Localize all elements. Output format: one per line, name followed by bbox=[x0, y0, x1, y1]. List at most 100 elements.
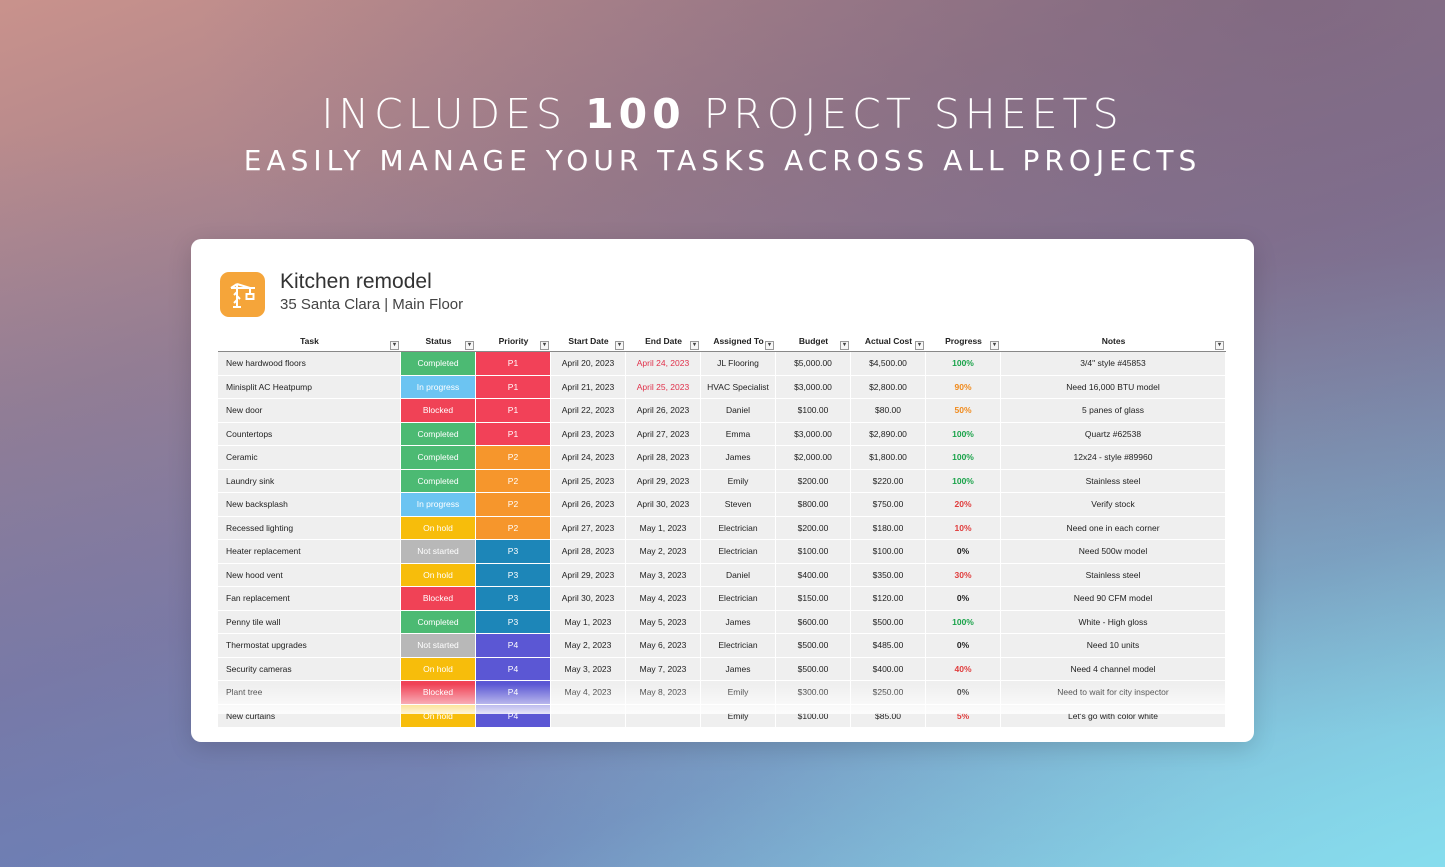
cell-actual-cost[interactable]: $85.00 bbox=[851, 704, 926, 727]
cell-start-date[interactable]: April 25, 2023 bbox=[551, 469, 626, 492]
cell-status[interactable]: Completed bbox=[401, 610, 476, 633]
cell-actual-cost[interactable]: $350.00 bbox=[851, 563, 926, 586]
cell-budget[interactable]: $100.00 bbox=[776, 704, 851, 727]
cell-status[interactable]: On hold bbox=[401, 704, 476, 727]
cell-status[interactable]: Not started bbox=[401, 634, 476, 657]
cell-status[interactable]: Completed bbox=[401, 422, 476, 445]
filter-dropdown-icon[interactable]: ▾ bbox=[540, 341, 549, 350]
cell-budget[interactable]: $150.00 bbox=[776, 587, 851, 610]
cell-assigned-to[interactable]: Emily bbox=[701, 681, 776, 704]
cell-progress[interactable]: 5% bbox=[926, 704, 1001, 727]
cell-end-date[interactable]: May 6, 2023 bbox=[626, 634, 701, 657]
cell-start-date[interactable]: May 2, 2023 bbox=[551, 634, 626, 657]
cell-start-date[interactable]: April 27, 2023 bbox=[551, 516, 626, 539]
cell-task[interactable]: New hardwood floors bbox=[218, 352, 401, 375]
cell-budget[interactable]: $600.00 bbox=[776, 610, 851, 633]
cell-notes[interactable]: Need 4 channel model bbox=[1001, 657, 1226, 680]
cell-notes[interactable]: Quartz #62538 bbox=[1001, 422, 1226, 445]
cell-budget[interactable]: $300.00 bbox=[776, 681, 851, 704]
cell-assigned-to[interactable]: Steven bbox=[701, 493, 776, 516]
cell-end-date[interactable]: May 5, 2023 bbox=[626, 610, 701, 633]
cell-actual-cost[interactable]: $500.00 bbox=[851, 610, 926, 633]
cell-assigned-to[interactable]: James bbox=[701, 446, 776, 469]
cell-progress[interactable]: 90% bbox=[926, 375, 1001, 398]
cell-budget[interactable]: $3,000.00 bbox=[776, 375, 851, 398]
cell-progress[interactable]: 20% bbox=[926, 493, 1001, 516]
cell-end-date[interactable]: April 28, 2023 bbox=[626, 446, 701, 469]
cell-status[interactable]: Completed bbox=[401, 352, 476, 375]
cell-start-date[interactable]: April 22, 2023 bbox=[551, 399, 626, 422]
cell-budget[interactable]: $100.00 bbox=[776, 540, 851, 563]
cell-notes[interactable]: Need 90 CFM model bbox=[1001, 587, 1226, 610]
cell-start-date[interactable]: April 26, 2023 bbox=[551, 493, 626, 516]
filter-dropdown-icon[interactable]: ▾ bbox=[615, 341, 624, 350]
cell-actual-cost[interactable]: $80.00 bbox=[851, 399, 926, 422]
cell-task[interactable]: Heater replacement bbox=[218, 540, 401, 563]
cell-budget[interactable]: $2,000.00 bbox=[776, 446, 851, 469]
cell-start-date[interactable]: April 28, 2023 bbox=[551, 540, 626, 563]
cell-assigned-to[interactable]: Emily bbox=[701, 469, 776, 492]
cell-actual-cost[interactable]: $1,800.00 bbox=[851, 446, 926, 469]
cell-budget[interactable]: $200.00 bbox=[776, 469, 851, 492]
cell-priority[interactable]: P1 bbox=[476, 399, 551, 422]
cell-priority[interactable]: P1 bbox=[476, 375, 551, 398]
cell-status[interactable]: Blocked bbox=[401, 587, 476, 610]
cell-budget[interactable]: $800.00 bbox=[776, 493, 851, 516]
cell-status[interactable]: Completed bbox=[401, 469, 476, 492]
cell-task[interactable]: Security cameras bbox=[218, 657, 401, 680]
cell-end-date[interactable]: May 2, 2023 bbox=[626, 540, 701, 563]
cell-status[interactable]: Completed bbox=[401, 446, 476, 469]
cell-task[interactable]: Penny tile wall bbox=[218, 610, 401, 633]
cell-status[interactable]: Not started bbox=[401, 540, 476, 563]
cell-priority[interactable]: P3 bbox=[476, 563, 551, 586]
cell-progress[interactable]: 30% bbox=[926, 563, 1001, 586]
cell-notes[interactable]: Need to wait for city inspector bbox=[1001, 681, 1226, 704]
cell-actual-cost[interactable]: $485.00 bbox=[851, 634, 926, 657]
cell-budget[interactable]: $100.00 bbox=[776, 399, 851, 422]
cell-progress[interactable]: 10% bbox=[926, 516, 1001, 539]
cell-notes[interactable]: Let's go with color white bbox=[1001, 704, 1226, 727]
cell-status[interactable]: In progress bbox=[401, 493, 476, 516]
cell-progress[interactable]: 100% bbox=[926, 610, 1001, 633]
cell-notes[interactable]: Need 16,000 BTU model bbox=[1001, 375, 1226, 398]
cell-priority[interactable]: P4 bbox=[476, 704, 551, 727]
cell-actual-cost[interactable]: $180.00 bbox=[851, 516, 926, 539]
cell-actual-cost[interactable]: $400.00 bbox=[851, 657, 926, 680]
cell-end-date[interactable] bbox=[626, 704, 701, 727]
cell-end-date[interactable]: May 8, 2023 bbox=[626, 681, 701, 704]
cell-start-date[interactable]: April 30, 2023 bbox=[551, 587, 626, 610]
cell-start-date[interactable]: April 20, 2023 bbox=[551, 352, 626, 375]
cell-assigned-to[interactable]: Daniel bbox=[701, 563, 776, 586]
cell-priority[interactable]: P3 bbox=[476, 540, 551, 563]
cell-end-date[interactable]: April 26, 2023 bbox=[626, 399, 701, 422]
cell-priority[interactable]: P4 bbox=[476, 657, 551, 680]
cell-task[interactable]: Ceramic bbox=[218, 446, 401, 469]
cell-priority[interactable]: P4 bbox=[476, 681, 551, 704]
cell-task[interactable]: New backsplash bbox=[218, 493, 401, 516]
cell-task[interactable]: Countertops bbox=[218, 422, 401, 445]
cell-priority[interactable]: P2 bbox=[476, 469, 551, 492]
cell-assigned-to[interactable]: Electrician bbox=[701, 634, 776, 657]
cell-end-date[interactable]: April 29, 2023 bbox=[626, 469, 701, 492]
cell-task[interactable]: New hood vent bbox=[218, 563, 401, 586]
cell-actual-cost[interactable]: $100.00 bbox=[851, 540, 926, 563]
filter-dropdown-icon[interactable]: ▾ bbox=[690, 341, 699, 350]
cell-notes[interactable]: 5 panes of glass bbox=[1001, 399, 1226, 422]
cell-priority[interactable]: P1 bbox=[476, 422, 551, 445]
cell-start-date[interactable]: May 1, 2023 bbox=[551, 610, 626, 633]
cell-status[interactable]: On hold bbox=[401, 657, 476, 680]
cell-status[interactable]: Blocked bbox=[401, 399, 476, 422]
cell-status[interactable]: Blocked bbox=[401, 681, 476, 704]
cell-budget[interactable]: $5,000.00 bbox=[776, 352, 851, 375]
cell-progress[interactable]: 40% bbox=[926, 657, 1001, 680]
filter-dropdown-icon[interactable]: ▾ bbox=[990, 341, 999, 350]
cell-assigned-to[interactable]: James bbox=[701, 657, 776, 680]
cell-task[interactable]: Fan replacement bbox=[218, 587, 401, 610]
cell-assigned-to[interactable]: Daniel bbox=[701, 399, 776, 422]
cell-assigned-to[interactable]: Emma bbox=[701, 422, 776, 445]
cell-task[interactable]: Recessed lighting bbox=[218, 516, 401, 539]
cell-assigned-to[interactable]: Electrician bbox=[701, 540, 776, 563]
filter-dropdown-icon[interactable]: ▾ bbox=[465, 341, 474, 350]
cell-start-date[interactable]: May 4, 2023 bbox=[551, 681, 626, 704]
cell-budget[interactable]: $3,000.00 bbox=[776, 422, 851, 445]
